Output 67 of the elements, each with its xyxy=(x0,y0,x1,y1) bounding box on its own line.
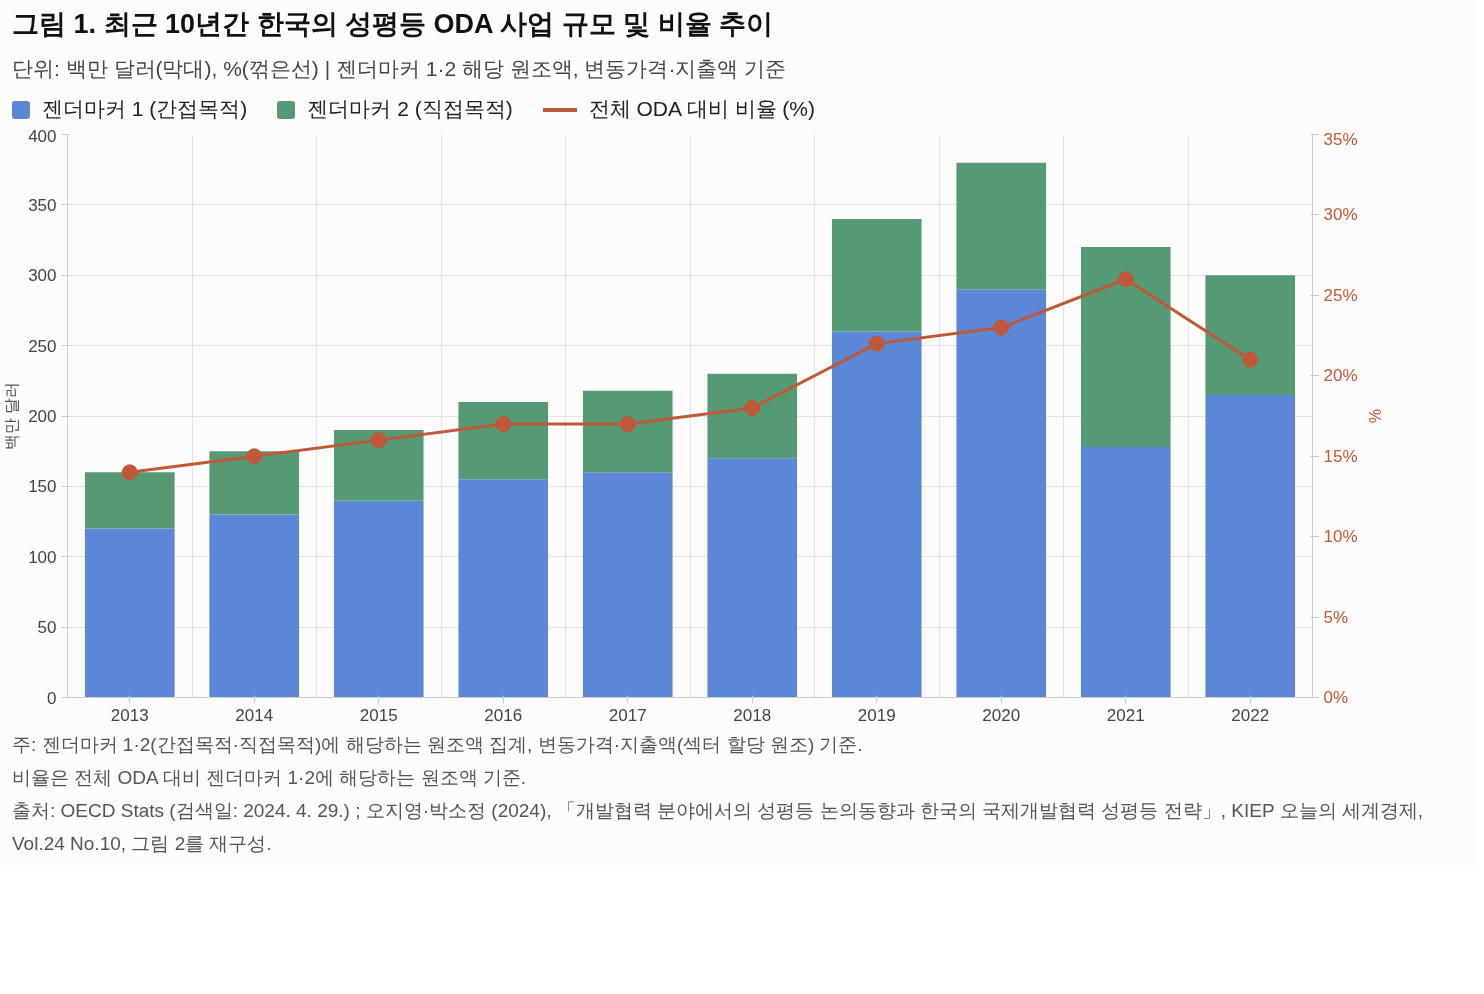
x-tick-label: 2014 xyxy=(235,705,274,725)
point xyxy=(370,431,387,448)
y-tick-label: 150 xyxy=(28,476,57,496)
source-note: 출처: OECD Stats (검색일: 2024. 4. 29.) ; 오지영·박소정 (2024), 「개발협력 분야에서의 성평등 논의동향과 한국의 국제개발협력 성평등 전략」, KIEP 오늘의 세계경제, Vol.24 No.10, 그림 2를 재구성. xyxy=(12,800,1424,855)
x-tick-label: 2021 xyxy=(1106,705,1145,725)
bar xyxy=(582,471,673,698)
y-tick-label: 300 xyxy=(28,265,57,285)
bar xyxy=(333,500,424,698)
point xyxy=(619,415,636,432)
bar xyxy=(458,478,549,698)
y2-tick-label: 25% xyxy=(1323,285,1358,305)
y-tick-label: 250 xyxy=(28,336,57,356)
x-tick-label: 2018 xyxy=(733,705,772,725)
y-tick-label: 0 xyxy=(47,688,57,708)
legend-label: 젠더마커 2 (직접목적) xyxy=(306,96,513,120)
text: 비율은 전체 ODA 대비 젠더마커 1·2에 해당하는 원조액 기준. xyxy=(12,766,527,788)
bar xyxy=(956,162,1047,289)
point xyxy=(868,335,885,352)
text: 주: 젠더마커 1·2(간접목적·직접목적)에 해당하는 원조액 집계, 변동가격·지출액(섹터 할당 원조) 기준. xyxy=(12,733,863,755)
bar xyxy=(1080,246,1171,447)
y-axis-title: 백만 달러 xyxy=(3,381,21,450)
point xyxy=(993,319,1010,336)
y2-tick-label: 5% xyxy=(1323,607,1349,627)
point xyxy=(246,447,263,464)
bar xyxy=(458,401,549,479)
x-tick-label: 2022 xyxy=(1231,705,1270,725)
bar xyxy=(831,331,922,698)
y2-tick-label: 15% xyxy=(1323,446,1358,466)
bar xyxy=(209,514,300,698)
x-tick-label: 2013 xyxy=(110,705,149,725)
bar xyxy=(707,457,798,698)
bar xyxy=(707,373,798,458)
x-tick-label: 2017 xyxy=(608,705,647,725)
x-tick-label: 2015 xyxy=(359,705,398,725)
chart-subtitle: 단위: 백만 달러(막대), %(꺾은선) | 젠더마커 1·2 해당 원조액, 변동가격·지출액 기준 xyxy=(12,55,787,82)
y2-tick-label: 20% xyxy=(1323,365,1358,385)
x-tick-label: 2020 xyxy=(982,705,1021,725)
bar xyxy=(84,528,175,698)
y-tick-label: 200 xyxy=(28,406,57,426)
chart-title: 그림 1. 최근 10년간 한국의 성평등 ODA 사업 규모 및 비율 추이 xyxy=(12,9,774,39)
point xyxy=(495,415,512,432)
point xyxy=(1117,270,1134,287)
bar xyxy=(956,288,1047,698)
legend-label: 전체 ODA 대비 비율 (%) xyxy=(587,96,816,120)
y2-tick-label: 10% xyxy=(1323,526,1358,546)
bar xyxy=(209,450,300,515)
legend-label: 젠더마커 1 (간접목적) xyxy=(41,96,248,120)
point xyxy=(744,399,761,416)
y2-tick-label: 30% xyxy=(1323,204,1358,224)
x-tick-label: 2016 xyxy=(484,705,523,725)
y-tick-label: 400 xyxy=(28,126,57,146)
bar xyxy=(831,218,922,332)
y2-tick-label: 0% xyxy=(1323,687,1349,707)
point xyxy=(1242,351,1259,368)
bar xyxy=(333,429,424,501)
y-tick-label: 100 xyxy=(28,547,57,567)
bar xyxy=(1205,394,1296,698)
y-tick-label: 50 xyxy=(37,617,57,637)
bar xyxy=(1080,446,1171,698)
y2-axis-title: % xyxy=(1365,408,1383,423)
bar xyxy=(84,471,175,529)
y-tick-label: 350 xyxy=(28,195,57,215)
bar xyxy=(582,390,673,472)
bar xyxy=(1205,274,1296,395)
y2-tick-label: 35% xyxy=(1323,129,1358,149)
x-tick-label: 2019 xyxy=(857,705,896,725)
point xyxy=(121,463,138,480)
